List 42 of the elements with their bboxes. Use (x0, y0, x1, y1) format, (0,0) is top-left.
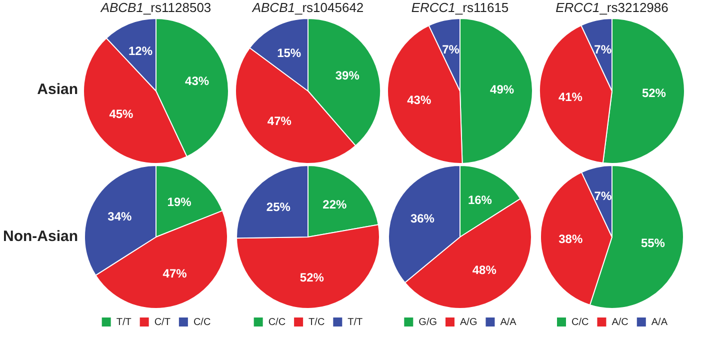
legend-label: A/G (460, 316, 478, 328)
legend-label: C/C (268, 316, 286, 328)
legend-label: G/G (418, 316, 438, 328)
data-label: 25% (266, 200, 291, 214)
chart-title: ERCC1_rs3212986 (554, 0, 670, 15)
data-label: 22% (322, 198, 347, 212)
legend-label: T/T (348, 316, 363, 328)
data-label: 7% (442, 42, 460, 56)
legend-label: C/C (193, 316, 211, 328)
chart-title: ERCC1_rs11615 (410, 0, 510, 15)
legend-label: T/T (116, 316, 132, 328)
legend-label: A/A (500, 316, 517, 328)
data-label: 41% (558, 90, 583, 104)
legend-label: A/A (651, 316, 668, 328)
legend-label: C/T (154, 316, 170, 328)
data-label: 49% (490, 82, 514, 97)
data-label: 52% (642, 86, 666, 100)
legend-label: C/C (571, 316, 589, 328)
data-label: 45% (109, 106, 134, 121)
data-label: 43% (185, 74, 210, 88)
data-label: 36% (410, 212, 435, 226)
data-label: 15% (277, 46, 302, 60)
data-label: 12% (128, 44, 153, 58)
data-label: 7% (594, 42, 612, 56)
text: Asian (36, 81, 78, 98)
data-label: 7% (594, 188, 612, 203)
data-label: 16% (468, 192, 492, 207)
data-label: 19% (167, 195, 192, 210)
legend-label: A/C (612, 316, 628, 328)
data-label: 38% (558, 232, 583, 246)
chart-title: ABCB1_rs1045642 (250, 0, 365, 15)
data-label: 47% (162, 266, 188, 280)
data-label: 48% (472, 262, 497, 277)
data-label: 39% (335, 68, 360, 83)
text: Non-Asian (2, 228, 78, 245)
data-label: 55% (640, 236, 666, 250)
data-label: 34% (108, 209, 132, 224)
legend-label: T/C (308, 316, 325, 328)
data-label: 47% (267, 114, 292, 128)
chart-title: ABCB1_rs1128503 (99, 0, 212, 15)
data-label: 43% (407, 93, 432, 108)
data-label: 52% (300, 270, 324, 285)
